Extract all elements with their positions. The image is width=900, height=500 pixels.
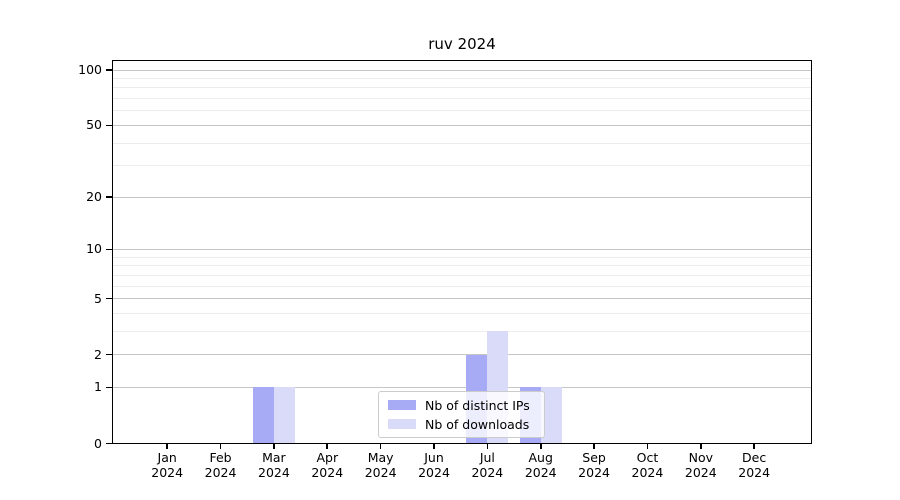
y-tick-label: 20 [86, 189, 102, 205]
x-tick [326, 444, 329, 449]
x-tick [753, 444, 755, 449]
x-tick-label: May 2024 [364, 450, 397, 480]
minor-gridline [113, 256, 811, 258]
x-tick-label: Jan 2024 [151, 450, 184, 480]
x-tick-label: Sep 2024 [578, 450, 610, 480]
major-gridline [113, 354, 811, 356]
minor-gridline [113, 265, 811, 267]
x-tick-label: Oct 2024 [631, 450, 664, 480]
downloads-bar [273, 387, 295, 444]
downloads-bar [540, 387, 562, 444]
minor-gridline [113, 330, 811, 332]
x-tick-label: Mar 2024 [258, 450, 290, 480]
y-tick [106, 386, 112, 389]
minor-gridline [113, 78, 811, 80]
x-tick-label: Jul 2024 [471, 450, 504, 480]
x-tick [646, 444, 649, 449]
legend-label-downloads: Nb of downloads [425, 416, 530, 432]
legend: Nb of distinct IPs Nb of downloads [378, 391, 545, 438]
major-gridline [113, 386, 811, 388]
x-tick [539, 444, 542, 449]
y-tick-label: 1 [94, 379, 102, 395]
y-tick-label: 50 [86, 117, 102, 133]
x-tick [166, 444, 168, 449]
y-tick-label: 5 [94, 290, 102, 306]
major-gridline [113, 248, 811, 250]
distinct-ips-swatch-icon [388, 400, 416, 410]
legend-item-distinct-ips: Nb of distinct IPs [388, 398, 544, 413]
y-tick [106, 124, 112, 127]
minor-gridline [113, 274, 811, 276]
legend-item-downloads: Nb of downloads [388, 417, 544, 432]
x-tick [219, 444, 222, 449]
x-tick [433, 444, 435, 449]
x-tick [486, 444, 489, 449]
y-tick-label: 100 [78, 62, 102, 78]
minor-gridline [113, 165, 811, 167]
x-tick-label: Jun 2024 [418, 450, 450, 480]
major-gridline [113, 69, 811, 71]
x-tick-label: Aug 2024 [524, 450, 557, 480]
x-tick-label: Nov 2024 [684, 450, 717, 480]
y-tick-label: 2 [94, 346, 102, 362]
x-tick [273, 444, 275, 449]
x-tick-label: Feb 2024 [204, 450, 237, 480]
y-tick [106, 442, 112, 445]
minor-gridline [113, 110, 811, 112]
x-tick-label: Dec 2024 [738, 450, 771, 480]
minor-gridline [113, 312, 811, 314]
y-tick [106, 297, 112, 300]
minor-gridline [113, 285, 811, 287]
major-gridline [113, 298, 811, 300]
y-tick-label: 10 [86, 241, 102, 257]
y-tick [106, 196, 112, 198]
y-tick-label: 0 [94, 435, 102, 451]
minor-gridline [113, 98, 811, 100]
chart-title: ruv 2024 [428, 35, 496, 53]
major-gridline [113, 196, 811, 198]
minor-gridline [113, 142, 811, 144]
y-tick [106, 353, 112, 356]
x-tick-label: Apr 2024 [311, 450, 344, 480]
x-tick [593, 444, 595, 449]
downloads-swatch-icon [388, 419, 416, 429]
minor-gridline [113, 87, 811, 89]
legend-label-distinct-ips: Nb of distinct IPs [425, 397, 530, 413]
x-tick [700, 444, 702, 449]
major-gridline [113, 124, 811, 126]
y-tick [106, 248, 112, 251]
x-tick [379, 444, 382, 449]
distinct-ips-bar [252, 387, 274, 444]
y-tick [106, 69, 112, 71]
